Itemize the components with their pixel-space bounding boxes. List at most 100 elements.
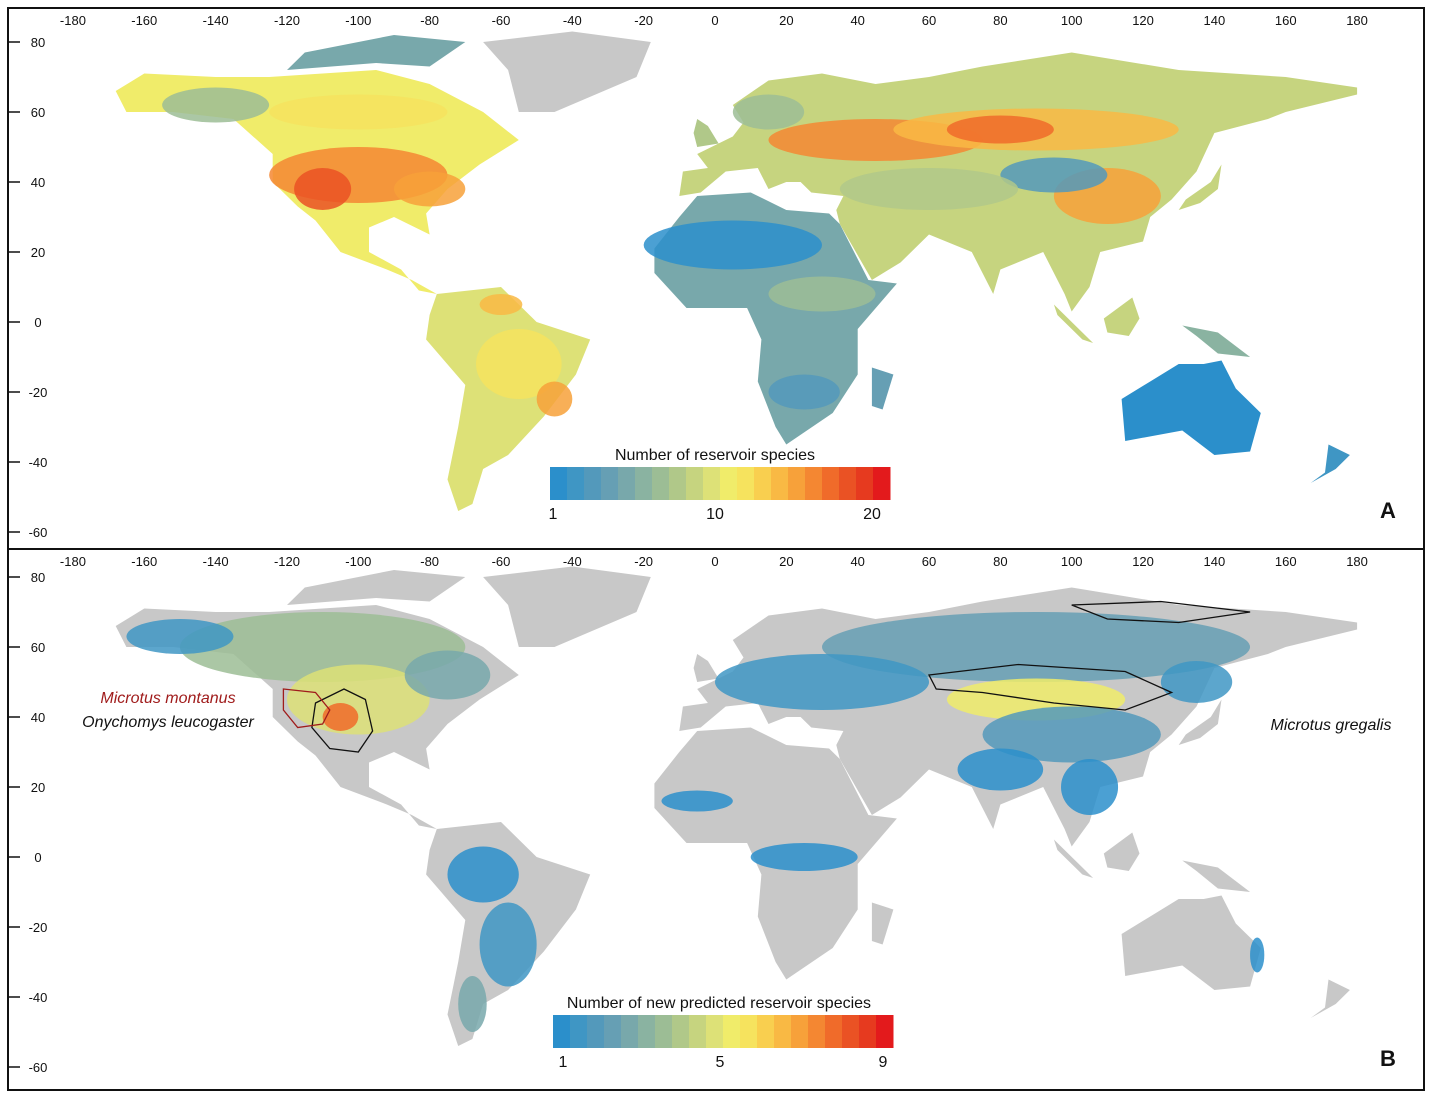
latitude-tick-label: 40 [31, 710, 45, 725]
species-label-microtus-montanus: Microtus montanus [100, 690, 235, 707]
richness-patch [294, 168, 352, 210]
richness-patch [643, 220, 823, 270]
longitude-tick-label: 20 [779, 13, 793, 28]
longitude-tick-label: -40 [563, 554, 582, 569]
latitude-tick-label: 40 [31, 175, 45, 190]
richness-patch [982, 706, 1161, 763]
longitude-tick-label: 80 [993, 554, 1007, 569]
richness-patch [162, 87, 270, 123]
panel-b-frame [7, 548, 1425, 1091]
range-outline-microtus-gregalis-north [1071, 600, 1251, 624]
longitude-tick-label: -120 [274, 13, 300, 28]
richness-patch [126, 619, 234, 654]
range-outline-onychomys-leucogaster [311, 688, 374, 753]
panel-a-letter: A [1380, 498, 1396, 523]
richness-patch [476, 329, 562, 399]
longitude-tick-label: 0 [711, 13, 718, 28]
richness-patch [957, 748, 1044, 791]
landmass-sumatra [1053, 304, 1094, 343]
latitude-tick-label: 0 [34, 850, 41, 865]
legend-a-colorbar [550, 467, 891, 500]
landmass-newzealand [1310, 979, 1350, 1018]
legend-swatch [553, 1015, 571, 1048]
richness-patch [393, 171, 466, 207]
latitude-tick-label: -20 [29, 385, 48, 400]
latitude-tick-label: 60 [31, 105, 45, 120]
legend-swatch [822, 467, 840, 500]
longitude-tick-label: 20 [779, 554, 793, 569]
richness-patch [750, 843, 858, 871]
richness-patch [269, 94, 448, 130]
longitude-tick-label: 100 [1061, 13, 1083, 28]
longitude-tick-label: -40 [563, 13, 582, 28]
latitude-tick-label: -40 [29, 455, 48, 470]
legend-swatch [808, 1015, 826, 1048]
richness-patch [732, 94, 805, 130]
longitude-tick-label: 80 [993, 13, 1007, 28]
legend-swatch [601, 467, 619, 500]
legend-swatch [740, 1015, 758, 1048]
landmass-madagascar [871, 902, 894, 945]
legend-swatch [774, 1015, 792, 1048]
panel-a-map [115, 31, 1358, 511]
longitude-tick-label: -60 [492, 13, 511, 28]
richness-patch [1000, 157, 1108, 193]
legend-swatch [754, 467, 772, 500]
landmass-japan [1178, 699, 1222, 745]
panel-b-letter: B [1380, 1046, 1396, 1071]
legend-swatch [703, 467, 721, 500]
landmass-newguinea [1182, 860, 1251, 892]
latitude-tick-label: -20 [29, 920, 48, 935]
legend-b-label-min: 1 [559, 1054, 568, 1071]
range-outline-microtus-montanus [282, 688, 331, 729]
richness-patch [479, 294, 523, 315]
longitude-tick-label: 60 [922, 554, 936, 569]
landmass-greenland [483, 31, 651, 112]
latitude-tick-label: -40 [29, 990, 48, 1005]
panel-b-map [115, 566, 1358, 1046]
legend-swatch [652, 467, 670, 500]
longitude-tick-label: -20 [634, 13, 653, 28]
latitude-tick-label: 80 [31, 570, 45, 585]
landmass-newzealand [1310, 444, 1350, 483]
richness-patch [536, 381, 573, 417]
legend-swatch [791, 1015, 809, 1048]
landmass-newguinea [1182, 325, 1251, 357]
legend-b-title: Number of new predicted reservoir specie… [567, 995, 871, 1012]
landmass-borneo [1103, 832, 1140, 871]
richness-patch [768, 276, 876, 312]
longitude-tick-label: 140 [1204, 13, 1226, 28]
legend-swatch [638, 1015, 656, 1048]
legend-b-label-max: 9 [879, 1054, 888, 1071]
legend-swatch [805, 467, 823, 500]
latitude-tick-label: 80 [31, 35, 45, 50]
richness-patch [661, 790, 733, 812]
legend-swatch [686, 467, 704, 500]
legend-swatch [757, 1015, 775, 1048]
legend-a-title: Number of reservoir species [615, 447, 815, 464]
legend-swatch [706, 1015, 724, 1048]
longitude-tick-label: 40 [850, 554, 864, 569]
range-outline-microtus-gregalis [927, 663, 1174, 711]
longitude-tick-label: 120 [1132, 554, 1154, 569]
longitude-tick-label: -80 [420, 13, 439, 28]
legend-swatch [550, 467, 568, 500]
legend-swatch [788, 467, 806, 500]
longitude-tick-label: -60 [492, 554, 511, 569]
longitude-tick-label: 0 [711, 554, 718, 569]
axis-ticks: -180 -160 -140 -120 -100 -80 -60 -40 -20 0 20 40 60 8… [8, 13, 1368, 1075]
legend-swatch [839, 467, 857, 500]
richness-patch [1250, 937, 1265, 973]
legend-swatch [876, 1015, 894, 1048]
legend-swatch [655, 1015, 673, 1048]
legend-swatch [842, 1015, 860, 1048]
legend-swatch [689, 1015, 707, 1048]
latitude-tick-label: 20 [31, 780, 45, 795]
landmass-sumatra [1053, 839, 1094, 878]
legend-b-colorbar [553, 1015, 894, 1048]
legend-swatch [859, 1015, 877, 1048]
landmass-britain [693, 654, 719, 682]
longitude-tick-label: -160 [131, 13, 157, 28]
latitude-tick-label: 0 [34, 315, 41, 330]
